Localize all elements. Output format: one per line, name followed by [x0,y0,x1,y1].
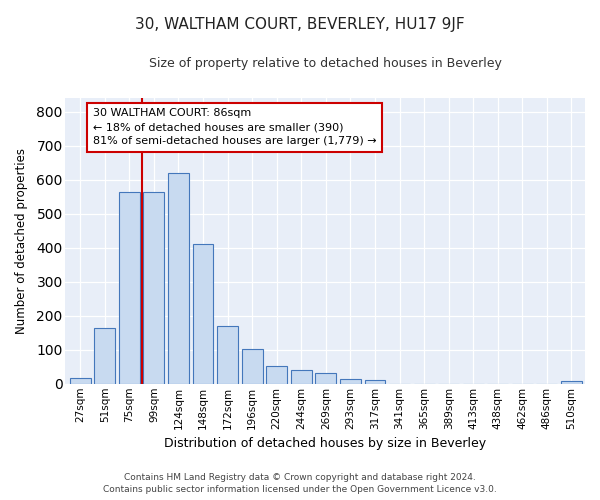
Title: Size of property relative to detached houses in Beverley: Size of property relative to detached ho… [149,58,502,70]
Bar [316,373,336,384]
Bar [168,173,189,384]
Bar [143,192,164,384]
Bar [365,380,385,384]
Bar [340,379,361,384]
Bar [217,326,238,384]
Bar [119,192,140,384]
Bar [242,348,263,384]
Bar [70,378,91,384]
Bar [291,370,312,384]
X-axis label: Distribution of detached houses by size in Beverley: Distribution of detached houses by size … [164,437,487,450]
Bar [193,244,214,384]
Bar [94,328,115,384]
Bar [561,381,582,384]
Y-axis label: Number of detached properties: Number of detached properties [15,148,28,334]
Text: 30, WALTHAM COURT, BEVERLEY, HU17 9JF: 30, WALTHAM COURT, BEVERLEY, HU17 9JF [135,18,465,32]
Bar [266,366,287,384]
Text: 30 WALTHAM COURT: 86sqm
← 18% of detached houses are smaller (390)
81% of semi-d: 30 WALTHAM COURT: 86sqm ← 18% of detache… [92,108,376,146]
Text: Contains HM Land Registry data © Crown copyright and database right 2024.
Contai: Contains HM Land Registry data © Crown c… [103,472,497,494]
